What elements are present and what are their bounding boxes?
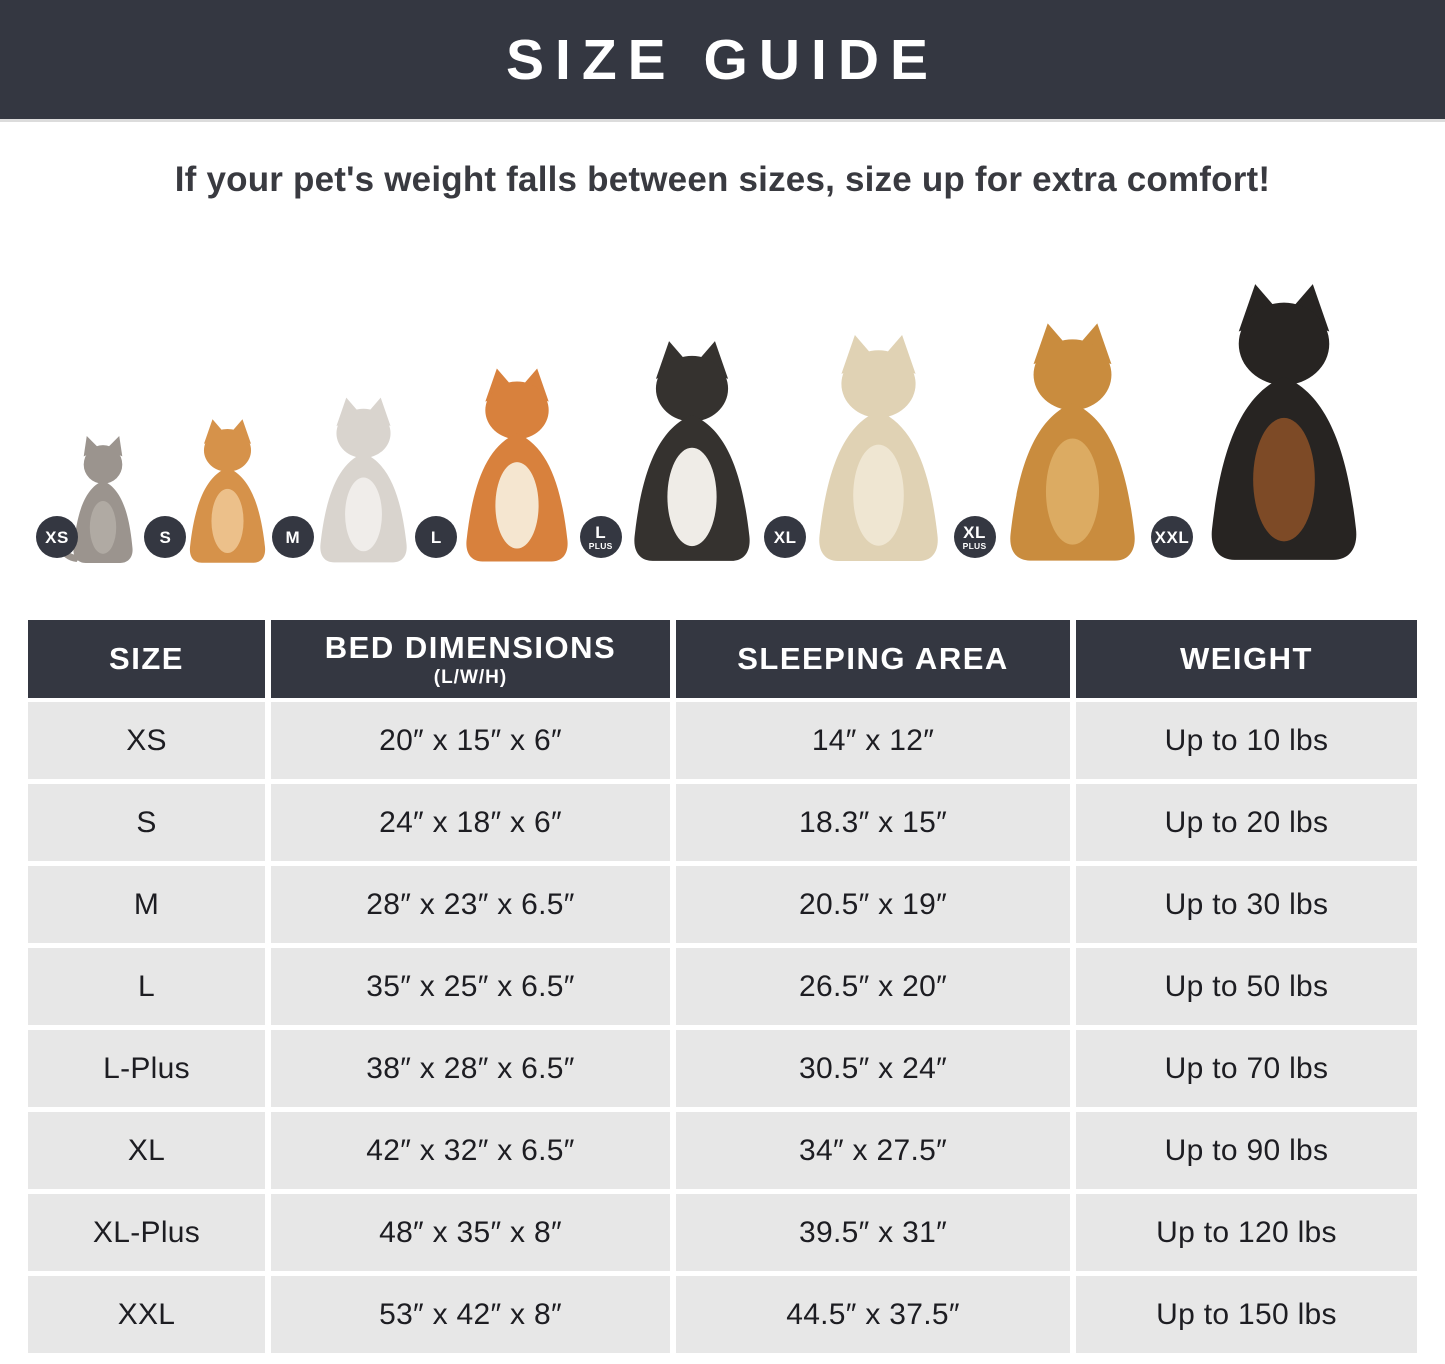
size-badge-l: L xyxy=(415,516,458,558)
doberman-icon xyxy=(1211,284,1357,560)
pet-xxl: XXL xyxy=(1150,278,1387,566)
subtitle: If your pet's weight falls between sizes… xyxy=(174,160,1271,199)
size-badge-xl: XL xyxy=(764,516,807,558)
border-collie-icon xyxy=(634,341,750,561)
table-cell-weight: Up to 150 lbs xyxy=(1076,1276,1417,1353)
table-cell-size: S xyxy=(28,784,265,861)
pet-xs: XS xyxy=(36,434,154,566)
pet-xl: XL xyxy=(764,330,963,566)
table-cell-weight: Up to 50 lbs xyxy=(1076,948,1417,1025)
table-cell-weight: Up to 70 lbs xyxy=(1076,1030,1417,1107)
pet-xl-plus: XL PLUS xyxy=(953,318,1161,566)
golden-retriever-icon xyxy=(1009,323,1135,561)
table-cell-weight: Up to 30 lbs xyxy=(1076,866,1417,943)
size-guide-table: SIZE BED DIMENSIONS (L/W/H) SLEEPING ARE… xyxy=(28,620,1417,1353)
column-header-size: SIZE xyxy=(28,620,265,698)
table-cell-size: L-Plus xyxy=(28,1030,265,1107)
table-cell-bed: 38″ x 28″ x 6.5″ xyxy=(271,1030,670,1107)
pet-l-plus: L PLUS xyxy=(579,336,774,566)
table-cell-sleep: 34″ x 27.5″ xyxy=(676,1112,1070,1189)
table-cell-bed: 42″ x 32″ x 6.5″ xyxy=(271,1112,670,1189)
table-cell-size: XL xyxy=(28,1112,265,1189)
table-cell-size: L xyxy=(28,948,265,1025)
table-cell-bed: 28″ x 23″ x 6.5″ xyxy=(271,866,670,943)
pet-size-lineup: XS S M L xyxy=(36,266,1387,566)
table-cell-bed: 48″ x 35″ x 8″ xyxy=(271,1194,670,1271)
size-badge-l-plus: L PLUS xyxy=(579,516,622,558)
table-cell-sleep: 26.5″ x 20″ xyxy=(676,948,1070,1025)
table-cell-size: XXL xyxy=(28,1276,265,1353)
french-bulldog-icon xyxy=(320,397,407,563)
table-cell-sleep: 18.3″ x 15″ xyxy=(676,784,1070,861)
labrador-icon xyxy=(819,335,938,561)
table-cell-bed: 20″ x 15″ x 6″ xyxy=(271,702,670,779)
table-cell-sleep: 14″ x 12″ xyxy=(676,702,1070,779)
table-cell-bed: 53″ x 42″ x 8″ xyxy=(271,1276,670,1353)
size-badge-s: S xyxy=(144,516,187,558)
table-cell-weight: Up to 20 lbs xyxy=(1076,784,1417,861)
pet-m: M xyxy=(271,394,425,566)
table-cell-size: XL-Plus xyxy=(28,1194,265,1271)
table-cell-size: XS xyxy=(28,702,265,779)
header-bar: SIZE GUIDE xyxy=(0,0,1445,122)
size-badge-xxl: XXL xyxy=(1150,516,1193,558)
pet-s: S xyxy=(144,416,281,566)
column-header-weight: WEIGHT xyxy=(1076,620,1417,698)
table-cell-bed: 24″ x 18″ x 6″ xyxy=(271,784,670,861)
table-cell-sleep: 20.5″ x 19″ xyxy=(676,866,1070,943)
table-cell-weight: Up to 120 lbs xyxy=(1076,1194,1417,1271)
bed-dimensions-note: (L/W/H) xyxy=(433,666,508,688)
pet-l: L xyxy=(415,364,589,566)
table-cell-weight: Up to 90 lbs xyxy=(1076,1112,1417,1189)
size-badge-xl-plus: XL PLUS xyxy=(953,516,996,558)
table-cell-sleep: 39.5″ x 31″ xyxy=(676,1194,1070,1271)
pomeranian-icon xyxy=(190,419,266,563)
table-cell-sleep: 30.5″ x 24″ xyxy=(676,1030,1070,1107)
size-badge-m: M xyxy=(271,516,314,558)
table-cell-size: M xyxy=(28,866,265,943)
column-header-bed-dimensions: BED DIMENSIONS (L/W/H) xyxy=(271,620,670,698)
column-header-sleeping-area: SLEEPING AREA xyxy=(676,620,1070,698)
table-cell-bed: 35″ x 25″ x 6.5″ xyxy=(271,948,670,1025)
table-cell-weight: Up to 10 lbs xyxy=(1076,702,1417,779)
page-title: SIZE GUIDE xyxy=(505,27,940,92)
size-badge-xs: XS xyxy=(36,516,78,558)
table-cell-sleep: 44.5″ x 37.5″ xyxy=(676,1276,1070,1353)
shiba-inu-icon xyxy=(466,368,568,562)
